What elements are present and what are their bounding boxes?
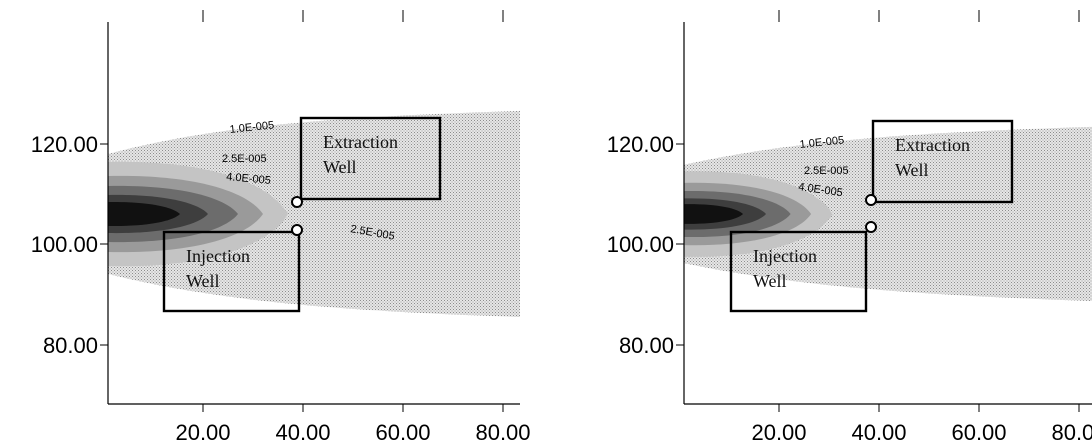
extraction-well-box <box>871 119 1014 204</box>
contour-panel-2: 20.00 40.00 60.00 80.00 80.00 100.00 120.00 1.0… <box>607 10 1092 445</box>
y-tick-label: 100.00 <box>31 232 98 257</box>
contour-label: 4.0E-005 <box>226 171 272 187</box>
y-tick-label: 100.00 <box>607 232 674 257</box>
contour-panel-1: 20.00 40.00 60.00 80.00 80.00 100.00 120.00 1.0… <box>31 10 531 445</box>
injection-well-marker <box>865 221 877 233</box>
y-tick-label: 120.00 <box>31 132 98 157</box>
extraction-well-label: Well <box>323 157 357 177</box>
y-tick-label: 80.00 <box>619 333 674 358</box>
y-tick-label: 80.00 <box>43 333 98 358</box>
contour-label: 2.5E-005 <box>804 165 849 177</box>
extraction-well-box <box>299 116 442 201</box>
injection-well-label: Injection <box>186 246 250 266</box>
x-tick-label: 60.00 <box>951 420 1006 445</box>
plot-area <box>108 110 520 318</box>
contour-band-6 <box>108 201 180 227</box>
contour-label: 1.0E-005 <box>229 119 275 136</box>
injection-well-marker <box>291 224 303 236</box>
y-tick-label: 120.00 <box>607 132 674 157</box>
contour-band-1 <box>684 126 1092 302</box>
injection-well-label: Injection <box>753 246 817 266</box>
injection-well-box <box>162 230 301 313</box>
extraction-well-label: Extraction <box>895 135 970 155</box>
x-tick-label: 40.00 <box>275 420 330 445</box>
extraction-well-marker <box>865 194 877 206</box>
x-tick-label: 60.00 <box>375 420 430 445</box>
contour-band-6 <box>684 204 744 224</box>
extraction-well-label: Extraction <box>323 132 398 152</box>
extraction-well-label: Well <box>895 160 929 180</box>
x-tick-label: 40.00 <box>851 420 906 445</box>
x-tick-label: 20.00 <box>751 420 806 445</box>
injection-well-box <box>729 230 868 313</box>
x-tick-label: 80.00 <box>475 420 530 445</box>
plot-area <box>684 126 1092 302</box>
contour-label: 1.0E-005 <box>799 134 845 151</box>
injection-well-label: Well <box>753 271 787 291</box>
contour-band-1 <box>108 110 520 318</box>
x-tick-label: 20.00 <box>175 420 230 445</box>
extraction-well-marker <box>291 196 303 208</box>
injection-well-label: Well <box>186 271 220 291</box>
x-tick-label: 80.00 <box>1051 420 1092 445</box>
contour-label: 2.5E-005 <box>222 153 267 165</box>
